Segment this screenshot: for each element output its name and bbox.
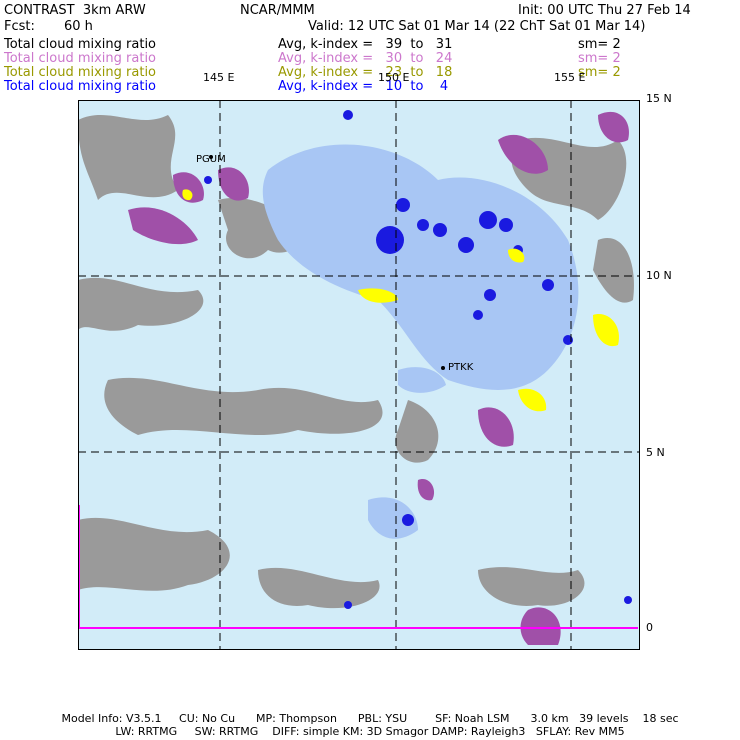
legend-smooth-2: sm= 2 (578, 51, 621, 66)
model-title: CONTRAST 3km ARW (4, 3, 146, 18)
lon-label-155e: 155 E (554, 71, 586, 84)
legend-range-2: Avg, k-index = 30 to 24 (278, 51, 453, 66)
legend-field-1: Total cloud mixing ratio (4, 37, 157, 52)
legend-smooth-1: sm= 2 (578, 37, 621, 52)
lat-label-5n: 5 N (646, 446, 665, 459)
station-pgum-marker (209, 155, 213, 159)
init-time: Init: 00 UTC Thu 27 Feb 14 (518, 3, 691, 18)
station-ptkk-marker (441, 366, 445, 370)
lat-label-15n: 15 N (646, 92, 672, 105)
station-ptkk: PTKK (441, 362, 474, 373)
station-ptkk-label: PTKK (448, 362, 474, 373)
legend-range-1: Avg, k-index = 39 to 31 (278, 37, 453, 52)
fcst-value: 60 h (64, 19, 93, 34)
lon-label-150e: 150 E (378, 71, 410, 84)
map-frame (78, 100, 640, 650)
station-pgum-label: PGUM (196, 154, 226, 165)
model-info-line1: Model Info: V3.5.1 CU: No Cu MP: Thompso… (61, 712, 679, 725)
legend-field-4: Total cloud mixing ratio (4, 79, 157, 94)
fcst-label: Fcst: (4, 19, 35, 34)
yellow-cloud-field (182, 189, 619, 412)
purple-cloud-field (128, 111, 629, 645)
model-info-line2: LW: RRTMG SW: RRTMG DIFF: simple KM: 3D … (115, 725, 625, 738)
mid-blue-cloud-field (262, 144, 579, 539)
legend-range-4: Avg, k-index = 10 to 4 (278, 79, 449, 94)
lat-lon-grid (78, 100, 640, 650)
station-pgum: PGUM (196, 154, 226, 165)
lat-label-0: 0 (646, 621, 653, 634)
legend-field-2: Total cloud mixing ratio (4, 51, 157, 66)
center-name: NCAR/MMM (240, 3, 315, 18)
valid-time: Valid: 12 UTC Sat 01 Mar 14 (22 ChT Sat … (308, 19, 646, 34)
lat-label-10n: 10 N (646, 269, 672, 282)
cloud-map: PGUM PTKK (78, 100, 640, 650)
legend-range-3: Avg, k-index = 23 to 18 (278, 65, 453, 80)
legend-field-3: Total cloud mixing ratio (4, 65, 157, 80)
lon-label-145e: 145 E (203, 71, 235, 84)
deep-blue-cloud-cores (204, 110, 632, 609)
legend-smooth-3: sm= 2 (578, 65, 621, 80)
